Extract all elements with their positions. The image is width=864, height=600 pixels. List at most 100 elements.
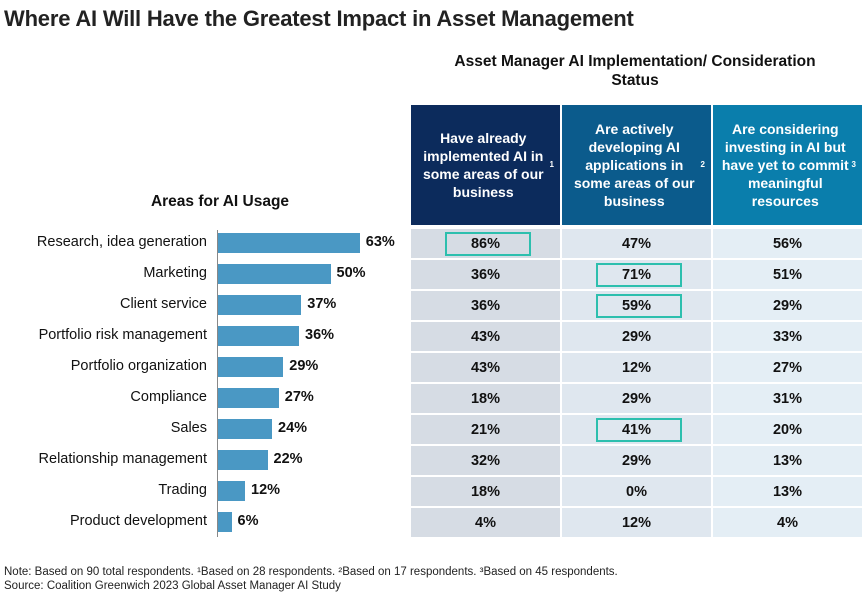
cell-value: 29% [621,452,652,469]
table-cell: 21% [411,415,560,444]
table-cell: 33% [713,322,862,351]
cell-value: 12% [621,514,652,531]
cell-value: 12% [621,359,652,376]
bar-value-label: 63% [365,234,395,250]
cell-value: 86% [470,235,501,252]
table-cell: 29% [562,384,711,413]
table-cell: 43% [411,322,560,351]
bar-value-label: 24% [278,420,308,436]
footnote-marker: 1 [549,160,554,169]
table-cell: 18% [411,384,560,413]
bar-value-label: 37% [307,296,337,312]
bar-0 [218,233,360,253]
bar-value-label: 12% [251,482,281,498]
cell-value: 4% [777,514,798,531]
cell-value: 27% [772,359,803,376]
cell-value: 59% [621,297,652,314]
table-cell: 86% [411,229,560,258]
bar-value-label: 27% [284,389,314,405]
table-cell: 59% [562,291,711,320]
category-label: Research, idea generation [36,234,207,250]
table-cell: 27% [713,353,862,382]
table-cell: 0% [562,477,711,506]
table-cell: 29% [562,446,711,475]
table-cell: 47% [562,229,711,258]
category-label: Sales [170,420,207,436]
cell-value: 0% [626,483,647,500]
cell-value: 51% [772,266,803,283]
cell-value: 20% [772,421,803,438]
category-label: Client service [119,296,207,312]
chart-title: Where AI Will Have the Greatest Impact i… [4,6,634,31]
cell-value: 56% [772,235,803,252]
category-label: Portfolio organization [70,358,207,374]
footnote-marker: 3 [851,160,856,169]
cell-value: 29% [621,328,652,345]
column-header-label: Are considering investing in AI but have… [721,121,849,209]
cell-value: 41% [621,421,652,438]
bar-3 [218,326,299,346]
table-cell: 71% [562,260,711,289]
bar-value-label: 6% [237,513,259,529]
cell-value: 31% [772,390,803,407]
cell-value: 36% [470,297,501,314]
bar-4 [218,357,284,377]
highlight-box [596,294,682,318]
table-cell: 4% [713,508,862,537]
table-cell: 18% [411,477,560,506]
table-title: Asset Manager AI Implementation/ Conside… [454,53,816,89]
cell-value: 18% [470,390,501,407]
footnote: Note: Based on 90 total respondents. ¹Ba… [4,565,618,593]
cell-value: 13% [772,452,803,469]
table-cell: 29% [713,291,862,320]
bar-value-label: 29% [289,358,319,374]
cell-value: 32% [470,452,501,469]
table-cell: 12% [562,508,711,537]
column-header-1: Have already implemented AI in some area… [411,105,560,225]
cell-value: 29% [621,390,652,407]
bar-value-label: 22% [273,451,303,467]
cell-value: 43% [470,359,501,376]
cell-value: 36% [470,266,501,283]
cell-value: 29% [772,297,803,314]
table-cell: 51% [713,260,862,289]
cell-value: 21% [470,421,501,438]
bar-2 [218,295,302,315]
table-cell: 56% [713,229,862,258]
bar-chart-title: Areas for AI Usage [150,193,290,210]
table-cell: 13% [713,446,862,475]
category-label: Product development [69,513,207,529]
cell-value: 18% [470,483,501,500]
footnote-marker: 2 [700,160,705,169]
bar-1 [218,264,331,284]
cell-value: 71% [621,266,652,283]
table-cell: 32% [411,446,560,475]
bar-value-label: 50% [336,265,366,281]
highlight-box [596,263,682,287]
table-cell: 20% [713,415,862,444]
highlight-box [445,232,531,256]
source-text: Source: Coalition Greenwich 2023 Global … [4,580,341,592]
highlight-box [596,418,682,442]
cell-value: 33% [772,328,803,345]
cell-value: 43% [470,328,501,345]
table-cell: 13% [713,477,862,506]
category-label: Marketing [143,265,207,281]
bar-9 [218,512,232,532]
category-label: Compliance [130,389,207,405]
bar-8 [218,481,245,501]
table-cell: 29% [562,322,711,351]
column-header-3: Are considering investing in AI but have… [713,105,862,225]
table-cell: 36% [411,291,560,320]
column-header-label: Are actively developing AI applications … [573,121,695,209]
note-text: Note: Based on 90 total respondents. ¹Ba… [4,566,618,578]
table-cell: 12% [562,353,711,382]
category-label: Trading [158,482,207,498]
bar-value-label: 36% [305,327,335,343]
table-cell: 31% [713,384,862,413]
bar-axis [217,230,218,537]
bar-7 [218,450,268,470]
table-cell: 4% [411,508,560,537]
cell-value: 4% [475,514,496,531]
bar-5 [218,388,279,408]
